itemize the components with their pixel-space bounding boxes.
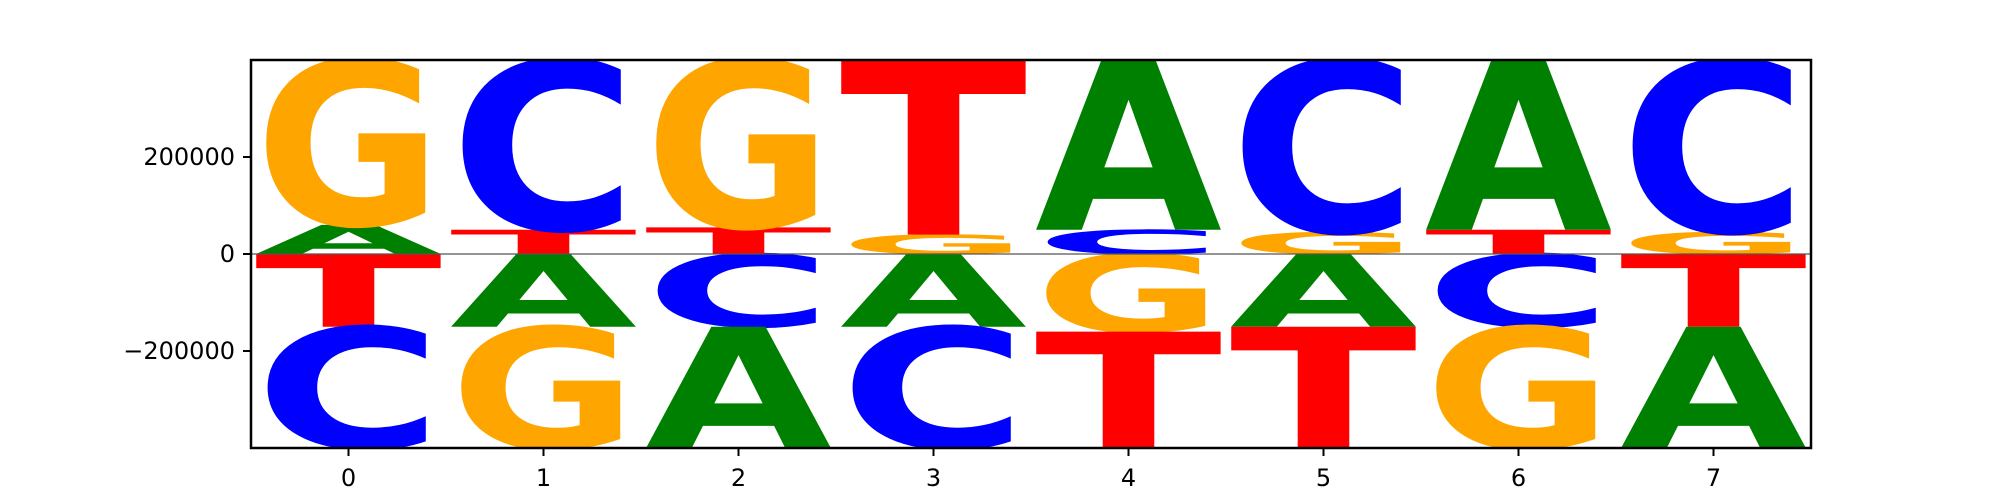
logo-letter-glyph: G	[645, 15, 832, 282]
logo-letter-glyph: G	[840, 229, 1027, 260]
logo-letter-G-pos-1: G	[450, 295, 637, 488]
logo-letter-G-pos-0: G	[255, 15, 442, 279]
logo-letter-C-pos-1: C	[450, 13, 637, 285]
logo-letter-glyph: T	[1230, 293, 1417, 487]
logo-letter-glyph: A	[840, 234, 1027, 351]
logo-letter-A-pos-7: A	[1620, 293, 1807, 487]
logo-letter-T-pos-7: T	[1620, 234, 1807, 350]
logo-letter-glyph: T	[1425, 223, 1612, 262]
logo-letter-glyph: T	[255, 234, 442, 350]
logo-letter-C-pos-0: C	[255, 294, 442, 488]
y-tick-label: 0	[220, 240, 235, 268]
logo-letter-glyph: T	[645, 220, 832, 263]
logo-letter-glyph: G	[1620, 226, 1807, 261]
logo-letter-glyph: A	[1035, 14, 1222, 285]
x-tick-label: 3	[926, 464, 941, 492]
y-tick-label: −200000	[123, 337, 235, 365]
logo-letter-G-pos-2: G	[645, 15, 832, 282]
logo-letter-glyph: A	[450, 234, 637, 351]
logo-letter-T-pos-3: T	[840, 12, 1029, 291]
logo-letter-glyph: T	[840, 12, 1029, 291]
logo-letter-glyph: G	[1425, 295, 1612, 488]
x-tick-label: 2	[731, 464, 746, 492]
x-tick-label: 7	[1706, 464, 1721, 492]
logo-letter-glyph: A	[1620, 293, 1807, 487]
logo-letter-T-pos-4: T	[1035, 300, 1222, 486]
logo-letter-glyph: C	[255, 294, 442, 488]
logo-letter-G-pos-5: G	[1230, 226, 1417, 261]
x-tick-label: 5	[1316, 464, 1331, 492]
logo-letter-A-pos-1: A	[450, 234, 637, 351]
logo-letter-glyph: A	[1230, 234, 1417, 351]
logo-letter-glyph: C	[840, 294, 1027, 488]
logo-letter-glyph: C	[1620, 13, 1807, 288]
logo-letter-T-pos-6: T	[1425, 223, 1612, 262]
logo-letter-T-pos-0: T	[255, 234, 442, 350]
x-tick-label: 1	[536, 464, 551, 492]
logo-letter-glyph: A	[1425, 14, 1612, 285]
logo-letter-T-pos-5: T	[1230, 293, 1417, 487]
x-axis: 0 1 2 3 4 5 6 7	[341, 448, 1721, 492]
logo-letter-glyph: C	[1230, 13, 1417, 288]
logo-letter-A-pos-2: A	[645, 293, 832, 487]
logo-letter-C-pos-4: C	[1035, 223, 1222, 262]
logo-letter-C-pos-7: C	[1620, 13, 1807, 288]
logo-letter-T-pos-1: T	[450, 223, 637, 262]
logo-letter-G-pos-7: G	[1620, 226, 1807, 261]
logo-letter-glyph: C	[1035, 223, 1222, 262]
logo-letter-T-pos-2: T	[645, 220, 832, 263]
logo-letter-glyph: G	[1230, 226, 1417, 261]
logo-letter-A-pos-6: A	[1425, 14, 1612, 285]
logo-letter-glyph: G	[450, 295, 637, 488]
logo-letter-G-pos-6: G	[1425, 295, 1612, 488]
logo-letter-A-pos-0: A	[255, 217, 442, 264]
logo-letter-glyph: T	[450, 223, 637, 262]
y-axis: −200000 0 200000	[123, 143, 251, 365]
logo-letter-glyph: T	[1035, 300, 1222, 486]
logo-letter-A-pos-4: A	[1035, 14, 1222, 285]
y-tick-label: 200000	[143, 143, 235, 171]
x-tick-label: 4	[1121, 464, 1136, 492]
logo-letter-glyph: T	[1620, 234, 1807, 350]
logo-letter-G-pos-3: G	[840, 229, 1027, 260]
x-tick-label: 0	[341, 464, 356, 492]
logo-letter-glyph: A	[645, 293, 832, 487]
logo-letter-glyph: A	[255, 217, 442, 264]
logo-letter-A-pos-5: A	[1230, 234, 1417, 351]
x-tick-label: 6	[1511, 464, 1526, 492]
logo-letter-C-pos-3: C	[840, 294, 1027, 488]
logo-letter-C-pos-5: C	[1230, 13, 1417, 288]
logo-letter-glyph: C	[450, 13, 637, 285]
logo-letter-glyph: G	[255, 15, 442, 279]
logo-letter-A-pos-3: A	[840, 234, 1027, 351]
